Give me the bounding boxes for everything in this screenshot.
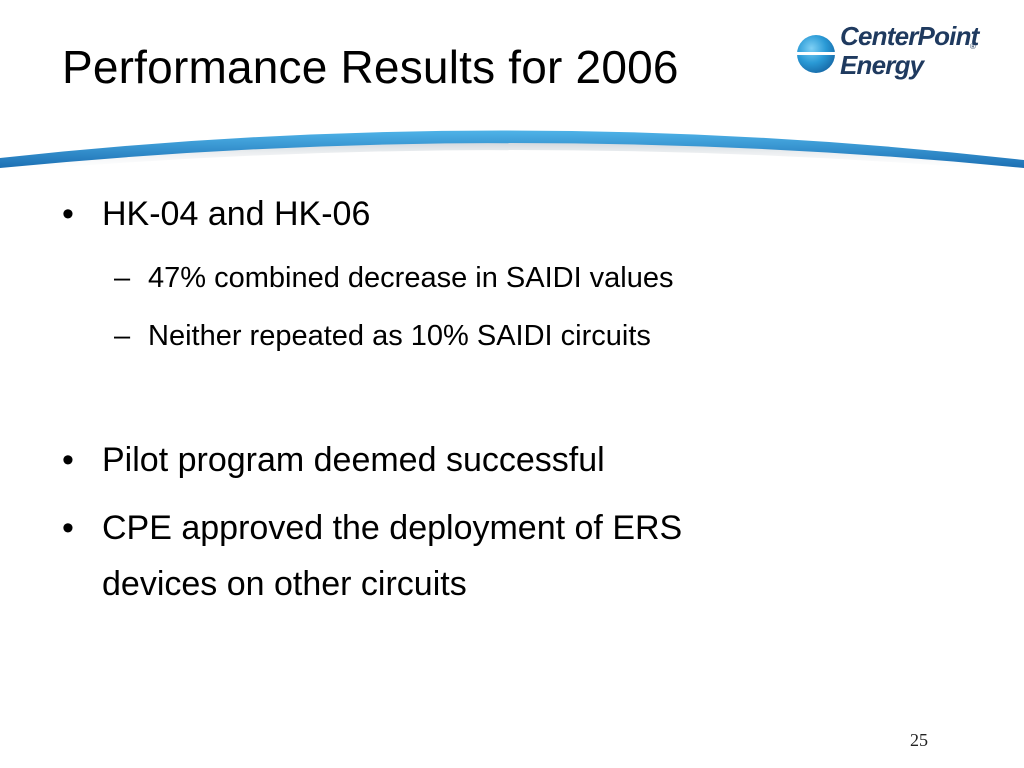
bullet-text: Pilot program deemed successful [102,441,605,479]
bullet-marker: • [62,509,74,547]
bullet-text: HK-04 and HK-06 [102,195,371,233]
page-number: 25 [910,730,928,750]
sub-bullet-marker: – [114,320,131,352]
slide-title: Performance Results for 2006 [62,41,679,93]
bullet-marker: • [62,441,74,479]
bullet-marker: • [62,195,74,233]
logo-wordmark: CenterPoint Energy [840,22,979,80]
sub-bullet-text: Neither repeated as 10% SAIDI circuits [148,320,651,352]
bullet-text-line-2: devices on other circuits [102,565,467,603]
logo-trademark: ® [970,42,976,51]
centerpoint-sphere-icon [796,35,840,73]
bullet-text-line-1: CPE approved the deployment of ERS [102,509,683,547]
logo-line-centerpoint: CenterPoint [840,21,979,51]
centerpoint-energy-logo: CenterPoint Energy ® [796,20,986,92]
sub-bullet-marker: – [114,262,131,294]
sub-bullet-text: 47% combined decrease in SAIDI values [148,262,674,294]
logo-line-energy: Energy [840,50,924,80]
blue-swoosh-divider [0,130,1024,172]
